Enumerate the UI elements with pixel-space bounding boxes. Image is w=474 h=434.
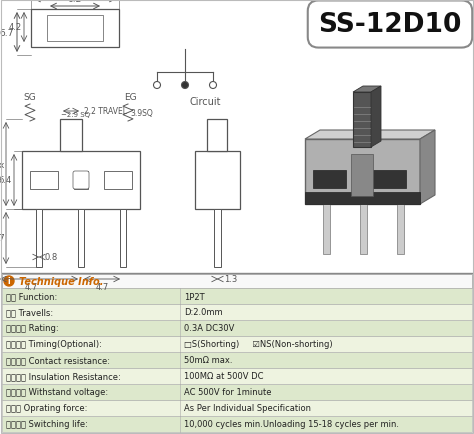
- Polygon shape: [353, 87, 381, 93]
- Text: Technique Info.: Technique Info.: [19, 276, 103, 286]
- Bar: [2, 336, 472, 352]
- Bar: [2, 304, 472, 320]
- Circle shape: [154, 82, 161, 89]
- Text: i: i: [8, 277, 10, 286]
- Bar: [351, 155, 373, 197]
- Text: 0.3A DC30V: 0.3A DC30V: [184, 324, 234, 333]
- Bar: [195, 151, 240, 210]
- Polygon shape: [305, 131, 435, 140]
- Bar: [30, 171, 58, 190]
- Text: 1.3: 1.3: [224, 275, 237, 284]
- Bar: [353, 93, 371, 148]
- Text: As Per Individual Specification: As Per Individual Specification: [184, 404, 311, 413]
- Text: 2.2 TRAVEL: 2.2 TRAVEL: [84, 107, 127, 116]
- Text: 性能 Function:: 性能 Function:: [6, 292, 57, 301]
- Text: 4.2: 4.2: [9, 23, 22, 33]
- Text: □S(Shorting)     ☑NS(Non-shorting): □S(Shorting) ☑NS(Non-shorting): [184, 340, 333, 349]
- Bar: [2, 288, 472, 304]
- Bar: [47, 16, 103, 42]
- Text: 使用功率 Rating:: 使用功率 Rating:: [6, 324, 59, 333]
- Text: 100MΩ at 500V DC: 100MΩ at 500V DC: [184, 372, 264, 381]
- FancyBboxPatch shape: [73, 171, 89, 190]
- Text: SG: SG: [24, 93, 36, 102]
- Bar: [31, 10, 119, 48]
- Text: 6.4: 6.4: [0, 176, 12, 185]
- Text: 绝缘电阔 Insulation Resistance:: 绝缘电阔 Insulation Resistance:: [6, 372, 121, 381]
- Bar: [74, 171, 88, 190]
- Text: Circuit: Circuit: [190, 97, 221, 107]
- Bar: [2, 368, 472, 384]
- Text: 6.2: 6.2: [68, 0, 82, 3]
- Bar: [323, 204, 330, 254]
- Polygon shape: [371, 87, 381, 148]
- Bar: [214, 210, 221, 267]
- Bar: [305, 193, 420, 204]
- Polygon shape: [420, 131, 435, 204]
- Bar: [60, 120, 82, 151]
- Text: 接触电阔 Contact resistance:: 接触电阔 Contact resistance:: [6, 356, 110, 365]
- Bar: [373, 171, 406, 188]
- Bar: [313, 171, 346, 188]
- Text: x: x: [0, 160, 4, 169]
- Text: 操作力 Oprating force:: 操作力 Oprating force:: [6, 404, 87, 413]
- Text: D:2.0mm: D:2.0mm: [184, 308, 223, 317]
- Text: 7: 7: [0, 234, 4, 243]
- Text: 切换类别 Timing(Optional):: 切换类别 Timing(Optional):: [6, 340, 102, 349]
- Bar: [2, 400, 472, 416]
- Circle shape: [182, 82, 189, 89]
- Text: 1P2T: 1P2T: [184, 292, 205, 301]
- Bar: [120, 210, 126, 267]
- Bar: [397, 204, 404, 254]
- Text: 4.7: 4.7: [24, 283, 37, 291]
- Bar: [360, 204, 367, 254]
- Bar: [2, 416, 472, 432]
- Text: 50mΩ max.: 50mΩ max.: [184, 356, 233, 365]
- Circle shape: [4, 276, 14, 286]
- Circle shape: [210, 82, 217, 89]
- Bar: [2, 320, 472, 336]
- Text: EG: EG: [124, 93, 137, 102]
- Bar: [208, 120, 228, 151]
- Text: 10,000 cycles min.Unloading 15-18 cycles per min.: 10,000 cycles min.Unloading 15-18 cycles…: [184, 420, 399, 428]
- Text: 6.7: 6.7: [0, 29, 14, 37]
- Bar: [78, 210, 84, 267]
- Text: 耐抹电压 Withstand voltage:: 耐抹电压 Withstand voltage:: [6, 388, 108, 397]
- Text: SS-12D10: SS-12D10: [319, 12, 462, 38]
- Bar: [22, 151, 140, 210]
- Bar: [305, 140, 420, 204]
- Text: 4.7: 4.7: [95, 283, 109, 291]
- Bar: [2, 384, 472, 400]
- Text: AC 500V for 1minute: AC 500V for 1minute: [184, 388, 272, 397]
- Text: 0.8: 0.8: [45, 253, 58, 262]
- Bar: [2, 352, 472, 368]
- Bar: [36, 210, 42, 267]
- Text: 使用寿命 Switching life:: 使用寿命 Switching life:: [6, 420, 88, 428]
- Text: −2.9 SQ: −2.9 SQ: [61, 112, 90, 118]
- Text: 3.9SQ: 3.9SQ: [130, 109, 153, 118]
- Text: 行程 Travells:: 行程 Travells:: [6, 308, 53, 317]
- Bar: [104, 171, 132, 190]
- Bar: [2, 274, 472, 288]
